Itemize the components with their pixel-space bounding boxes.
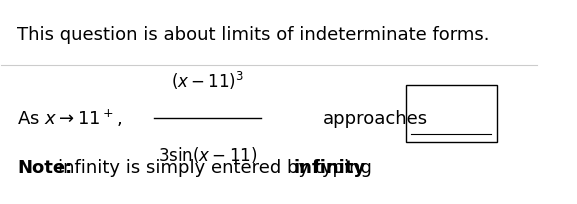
- Text: approaches: approaches: [323, 109, 428, 127]
- Text: $(x-11)^3$: $(x-11)^3$: [171, 70, 244, 92]
- Text: Note:: Note:: [17, 159, 73, 176]
- FancyBboxPatch shape: [406, 86, 497, 142]
- Text: As $x \rightarrow 11^+$,: As $x \rightarrow 11^+$,: [17, 108, 123, 129]
- Text: This question is about limits of indeterminate forms.: This question is about limits of indeter…: [17, 26, 490, 43]
- Text: $3\sin(x-11)$: $3\sin(x-11)$: [158, 144, 257, 164]
- Text: infinity is simply entered by typing: infinity is simply entered by typing: [58, 159, 377, 176]
- Text: infinity: infinity: [293, 159, 365, 176]
